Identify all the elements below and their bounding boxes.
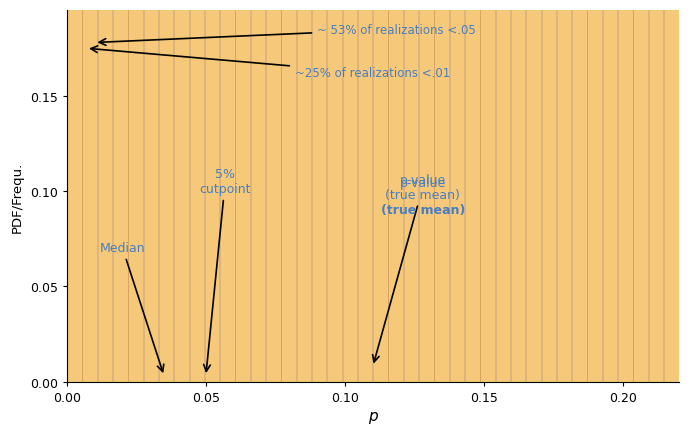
Text: 5%
cutpoint: 5% cutpoint: [199, 168, 251, 372]
Bar: [128, 0, 143, 382]
Text: p-value
(true mean): p-value (true mean): [373, 173, 460, 362]
Bar: [266, 0, 281, 382]
Bar: [633, 0, 648, 382]
Bar: [358, 0, 373, 382]
Bar: [373, 0, 388, 382]
Text: p-value: p-value: [400, 177, 446, 190]
Bar: [342, 0, 357, 382]
Bar: [542, 0, 556, 382]
Text: ~25% of realizations <.01: ~25% of realizations <.01: [91, 47, 450, 80]
Y-axis label: PDF/Frequ.: PDF/Frequ.: [11, 161, 24, 232]
Bar: [98, 0, 112, 382]
Bar: [388, 0, 403, 382]
Bar: [495, 0, 510, 382]
Bar: [526, 0, 541, 382]
Bar: [572, 0, 586, 382]
Bar: [419, 0, 433, 382]
Bar: [220, 0, 235, 382]
Bar: [480, 0, 495, 382]
Bar: [174, 0, 189, 382]
Text: ~ 53% of realizations <.05: ~ 53% of realizations <.05: [99, 23, 476, 46]
Bar: [282, 0, 296, 382]
Bar: [159, 0, 173, 382]
Bar: [511, 0, 526, 382]
Bar: [250, 0, 265, 382]
X-axis label: p: p: [368, 408, 377, 423]
Bar: [587, 0, 602, 382]
Text: Median: Median: [99, 241, 164, 372]
Bar: [205, 0, 219, 382]
Bar: [603, 0, 618, 382]
Bar: [327, 0, 342, 382]
Bar: [67, 0, 81, 382]
Text: (true mean): (true mean): [381, 204, 465, 217]
Bar: [312, 0, 326, 382]
Bar: [435, 0, 449, 382]
Bar: [235, 0, 250, 382]
Bar: [618, 0, 633, 382]
Bar: [557, 0, 571, 382]
Bar: [190, 0, 204, 382]
Bar: [144, 0, 158, 382]
Bar: [649, 0, 663, 382]
Bar: [664, 0, 678, 382]
Bar: [82, 0, 97, 382]
Bar: [297, 0, 311, 382]
Bar: [450, 0, 464, 382]
Bar: [404, 0, 418, 382]
Bar: [113, 0, 128, 382]
Bar: [465, 0, 480, 382]
